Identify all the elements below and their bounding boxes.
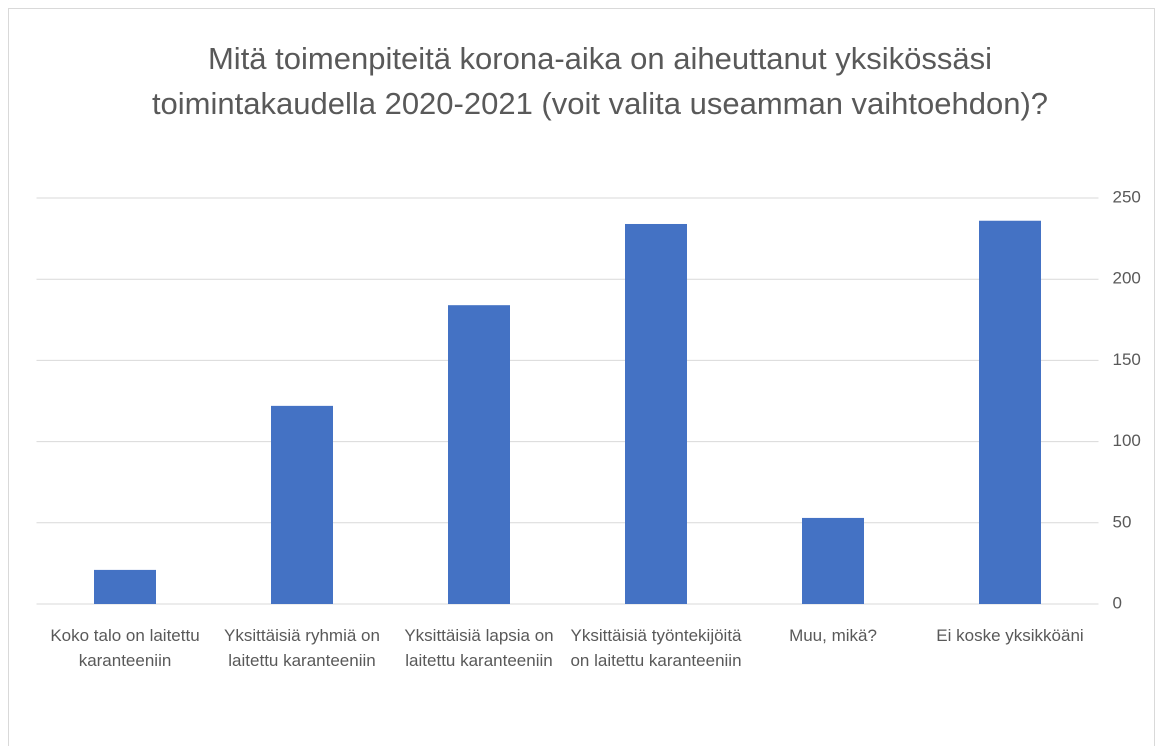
y-tick-label: 150 <box>1113 350 1141 369</box>
x-tick-label: Yksittäisiä ryhmiä on laitettu karanteen… <box>224 626 380 670</box>
bar <box>979 220 1041 604</box>
bar <box>625 223 687 604</box>
y-tick-label: 50 <box>1113 512 1132 531</box>
bar <box>448 305 510 604</box>
bar <box>94 569 156 604</box>
x-tick-label: Yksittäisiä lapsia on laitettu karanteen… <box>404 626 554 670</box>
x-tick-label: Koko talo on laitettu karanteeniin <box>50 626 200 670</box>
y-tick-label: 200 <box>1113 269 1141 288</box>
y-tick-label: 100 <box>1113 431 1141 450</box>
x-tick-label: Muu, mikä? <box>789 626 877 645</box>
chart-title: Mitä toimenpiteitä korona-aika on aiheut… <box>151 41 1049 121</box>
x-tick-label: Ei koske yksikköäni <box>936 626 1084 645</box>
y-tick-label: 250 <box>1113 187 1141 206</box>
x-tick-label: Yksittäisiä työntekijöitä on laitettu ka… <box>570 626 742 670</box>
chart-border <box>8 8 1155 746</box>
bar <box>271 405 333 604</box>
bar <box>802 517 864 604</box>
y-tick-label: 0 <box>1113 593 1122 612</box>
